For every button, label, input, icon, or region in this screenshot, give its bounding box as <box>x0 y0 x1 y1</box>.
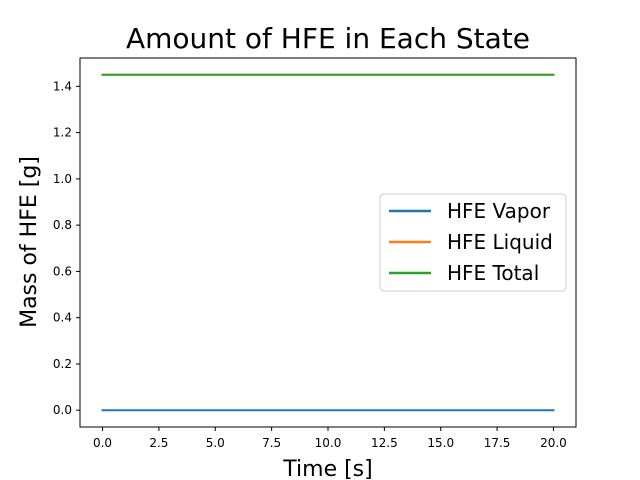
y-tick-label: 0.4 <box>53 311 72 325</box>
legend-box <box>379 193 567 292</box>
legend: HFE Vapor HFE Liquid HFE Total <box>379 193 567 292</box>
y-tick-label: 0.8 <box>53 218 72 232</box>
chart-title: Amount of HFE in Each State <box>126 22 530 55</box>
legend-label: HFE Vapor <box>447 199 551 223</box>
legend-label: HFE Total <box>447 261 539 285</box>
y-tick-label: 0.2 <box>53 357 72 371</box>
y-axis-ticks: 0.0 0.2 0.4 0.6 0.8 1.0 1.2 1.4 <box>53 79 80 417</box>
x-tick-label: 0.0 <box>93 436 112 450</box>
y-tick-label: 1.2 <box>53 126 72 140</box>
legend-label: HFE Liquid <box>447 230 553 254</box>
x-axis-label: Time [s] <box>282 457 372 480</box>
x-tick-label: 12.5 <box>371 436 398 450</box>
x-tick-label: 17.5 <box>484 436 511 450</box>
y-tick-label: 0.6 <box>53 264 72 278</box>
x-axis-ticks: 0.0 2.5 5.0 7.5 10.0 12.5 15.0 17.5 20.0 <box>93 427 567 450</box>
x-tick-label: 2.5 <box>149 436 168 450</box>
y-tick-label: 1.4 <box>53 79 72 93</box>
x-tick-label: 7.5 <box>262 436 281 450</box>
x-tick-label: 10.0 <box>315 436 342 450</box>
y-tick-label: 1.0 <box>53 172 72 186</box>
x-tick-label: 15.0 <box>427 436 454 450</box>
x-tick-label: 5.0 <box>206 436 225 450</box>
x-tick-label: 20.0 <box>540 436 567 450</box>
y-tick-label: 0.0 <box>53 403 72 417</box>
series-layer <box>101 73 555 412</box>
y-axis-label: Mass of HFE [g] <box>17 156 42 328</box>
